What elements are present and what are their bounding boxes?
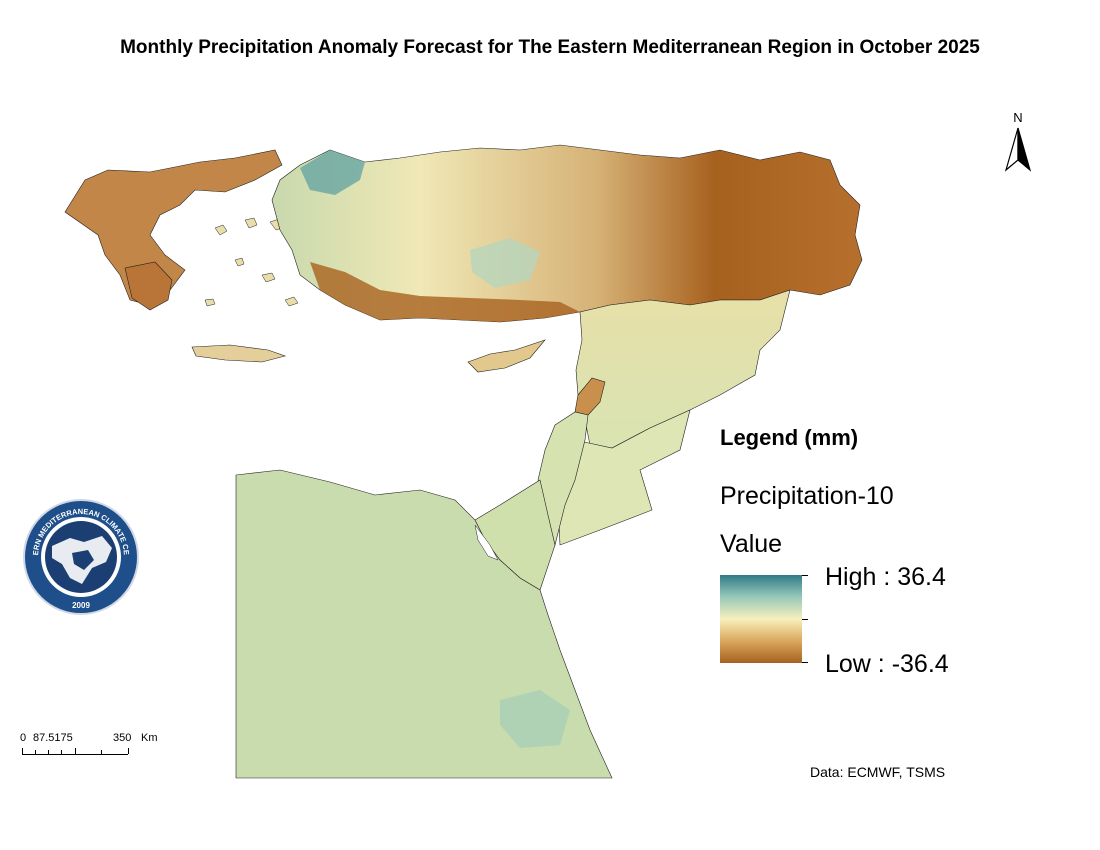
israel-palestine-region [537, 411, 589, 547]
scale-bar: 0 87.5175 350 Km [20, 732, 158, 762]
legend-color-ramp [720, 575, 802, 663]
scale-label-0: 0 [20, 732, 27, 744]
legend-layer-name: Precipitation-10 [720, 482, 894, 510]
emcc-logo: EASTERN MEDITERRANEAN CLIMATE CENTRE 200… [19, 491, 140, 616]
cyprus-island [467, 339, 546, 373]
map-legend: Legend (mm) Precipitation-10 Value High … [720, 425, 1060, 695]
crete-island [191, 344, 287, 363]
scale-line [22, 754, 128, 755]
legend-high-label: High : 36.4 [825, 563, 946, 591]
egypt-wet-patch [500, 690, 570, 748]
scale-label-unit: Km [141, 732, 158, 744]
legend-low-label: Low : -36.4 [825, 650, 949, 678]
legend-heading: Legend (mm) [720, 425, 859, 450]
turkey-south-coast-dry [310, 262, 580, 322]
legend-tick-high [802, 575, 808, 576]
scale-tick [101, 750, 102, 754]
scale-tick [22, 748, 23, 754]
greece-region [64, 149, 283, 306]
scale-tick [35, 750, 36, 754]
data-credit: Data: ECMWF, TSMS [810, 764, 946, 780]
emcc-logo-icon: EASTERN MEDITERRANEAN CLIMATE CENTRE 200… [19, 491, 139, 615]
scale-tick [61, 750, 62, 754]
turkey-central-wet-patch [470, 238, 540, 288]
peloponnese-region [124, 261, 173, 311]
legend-field-name: Value [720, 530, 783, 558]
scale-tick [48, 750, 49, 754]
logo-year: 2009 [72, 601, 90, 610]
lake-nasser-gulf [474, 524, 499, 561]
scale-label-2: 350 [113, 732, 132, 744]
black-sea-coast-wet [300, 150, 365, 195]
scale-tick [128, 748, 129, 754]
map-title: Monthly Precipitation Anomaly Forecast f… [120, 37, 980, 58]
scale-label-1: 87.5175 [33, 732, 73, 744]
aegean-islands [204, 217, 299, 307]
scale-tick [75, 748, 76, 754]
north-arrow: N [1000, 110, 1036, 176]
north-arrow-letter: N [1013, 110, 1022, 125]
legend-tick-low [802, 662, 808, 663]
legend-tick-mid [802, 619, 808, 620]
north-arrow-icon: N [1004, 110, 1032, 172]
